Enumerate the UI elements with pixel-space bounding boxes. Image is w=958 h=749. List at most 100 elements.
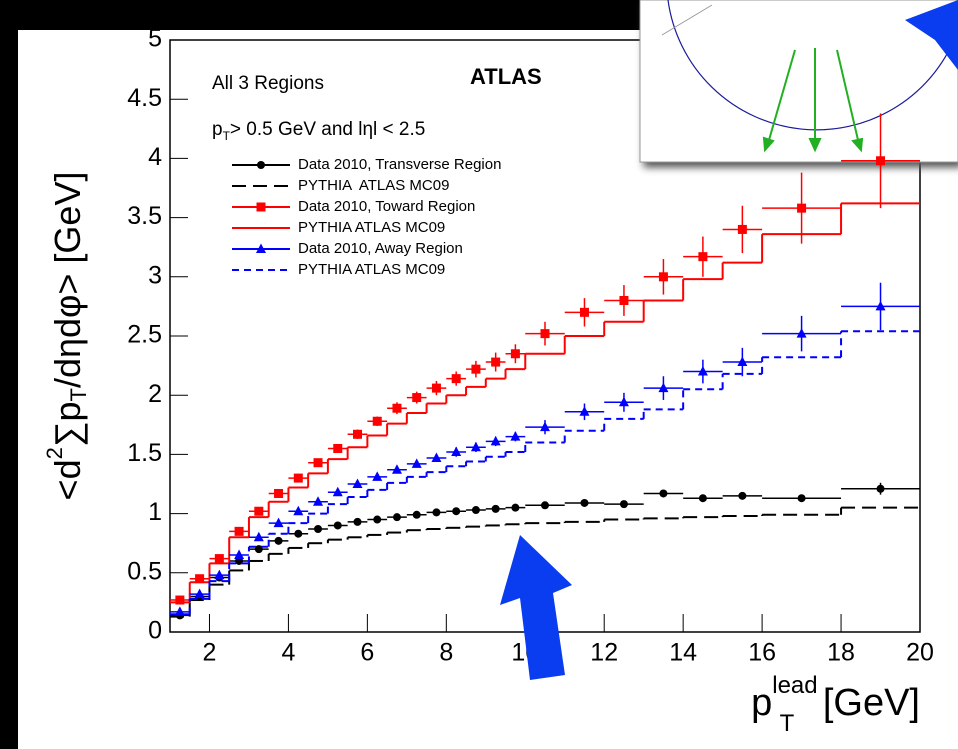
data-point [698, 252, 708, 262]
data-point [618, 396, 629, 407]
data-point [411, 458, 422, 468]
data-point [540, 329, 550, 339]
data-point [541, 501, 549, 510]
data-point [452, 507, 461, 516]
data-point [510, 431, 521, 441]
data-point [391, 464, 402, 474]
data-point [579, 307, 589, 317]
data-point [470, 441, 481, 452]
plot-area: 00.511.522.533.544.552 4 6 8 10 12 14 16 18 20Dat… [127, 25, 934, 667]
data-point [234, 549, 245, 560]
data-point [658, 272, 668, 282]
x-title-sup: lead [772, 672, 817, 699]
data-point [876, 484, 885, 493]
data-point [658, 382, 669, 393]
data-point [451, 446, 462, 457]
data-point [392, 513, 401, 522]
data-point [274, 488, 284, 498]
y-tick-label: 1.5 [127, 439, 162, 467]
x-axis-title: plead T [GeV] [751, 672, 920, 737]
x-tick-label: 8 [439, 639, 453, 667]
y-title-sup: 2 [42, 447, 67, 459]
legend-marker [256, 202, 266, 212]
y-tick-label: 3 [148, 261, 162, 289]
legend-label: PYTHIA ATLAS MC09 [298, 177, 449, 194]
data-point [491, 504, 500, 513]
data-point [511, 503, 520, 512]
data-point [432, 508, 441, 517]
legend-label: Data 2010, Transverse Region [298, 156, 501, 173]
regions-label: All 3 Regions [212, 73, 324, 94]
data-point [412, 393, 422, 403]
data-point [314, 524, 323, 533]
data-point [293, 505, 304, 516]
data-point [796, 328, 807, 338]
y-tick-label: 0.5 [127, 557, 162, 585]
data-point [510, 349, 520, 359]
data-point [373, 515, 382, 524]
highlight-arrow [500, 535, 572, 680]
x-tick-label: 16 [748, 639, 776, 667]
x-title-unit: [GeV] [812, 682, 920, 724]
data-point [697, 366, 708, 376]
data-point [392, 403, 402, 413]
data-point [253, 531, 264, 542]
data-point [293, 473, 303, 483]
data-point [491, 357, 501, 367]
data-point [234, 526, 244, 536]
y-tick-label: 4 [148, 143, 162, 171]
x-tick-label: 14 [669, 639, 697, 667]
cut-sub: T [223, 129, 231, 143]
x-title-p: p [751, 682, 772, 724]
data-point [214, 554, 224, 564]
data-point [431, 383, 441, 393]
data-point [175, 595, 185, 605]
data-point [797, 203, 807, 213]
data-point [333, 443, 343, 453]
data-point [194, 588, 205, 599]
data-point [333, 521, 342, 530]
data-point [214, 569, 225, 580]
data-point [738, 491, 747, 500]
y-tick-label: 3.5 [127, 202, 162, 230]
data-point [273, 517, 284, 528]
x-tick-label: 18 [827, 639, 855, 667]
inset-box [639, 0, 958, 163]
data-point [580, 498, 589, 507]
inset-blue-arrow [905, 0, 958, 70]
cut-text: > 0.5 GeV and lηl < 2.5 [230, 119, 425, 140]
data-point [254, 506, 264, 516]
legend-label: Data 2010, Away Region [298, 240, 463, 257]
data-point [412, 510, 421, 519]
data-point [372, 471, 383, 481]
x-tick-label: 12 [590, 639, 618, 667]
data-point [659, 489, 668, 498]
data-point [737, 224, 747, 234]
x-tick-label: 20 [906, 639, 934, 667]
data-point [737, 356, 748, 367]
data-point [353, 517, 362, 526]
inset-divider [661, 4, 713, 36]
y-title-b: ∑p [47, 401, 88, 447]
y-title-sub: T [66, 388, 91, 401]
data-point [332, 486, 343, 497]
x-tick-label: 4 [281, 639, 295, 667]
y-tick-label: 0 [148, 617, 162, 645]
data-point [619, 295, 629, 305]
data-point [490, 435, 501, 446]
data-point [313, 458, 323, 468]
data-point [471, 506, 480, 515]
legend-marker [256, 243, 266, 253]
data-point [471, 364, 481, 374]
y-tick-label: 1 [148, 498, 162, 526]
data-point [352, 478, 363, 488]
data-point [353, 429, 362, 439]
data-point [797, 494, 806, 503]
y-tick-label: 2.5 [127, 321, 162, 349]
y-tick-label: 5 [148, 25, 162, 53]
data-point [431, 452, 442, 462]
y-tick-label: 2 [148, 380, 162, 408]
cut-label: pT> 0.5 GeV and lηl < 2.5 [212, 119, 425, 143]
inset [639, 0, 958, 163]
